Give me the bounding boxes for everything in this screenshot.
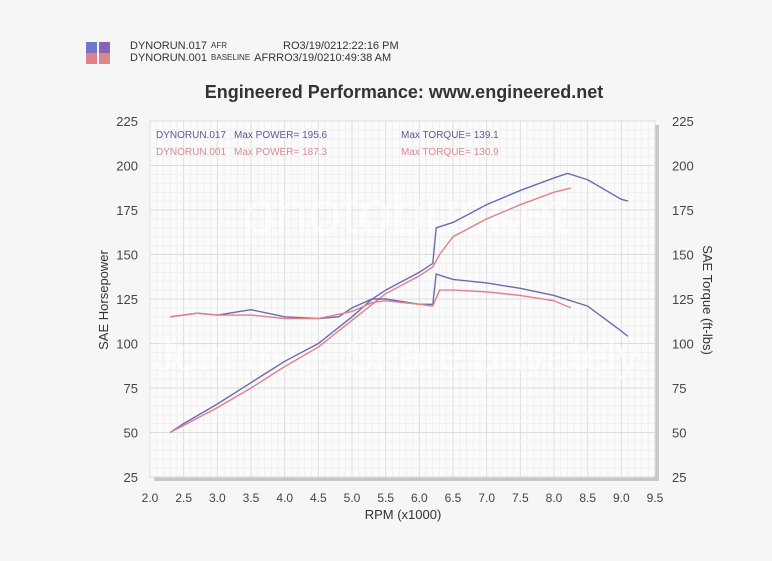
annotation-run: DYNORUN.017 bbox=[156, 130, 226, 141]
annotation-max-power: Max POWER= 195.6 bbox=[234, 130, 328, 141]
x-tick-label: 3.5 bbox=[243, 491, 260, 505]
y-tick-label-left: 200 bbox=[116, 159, 138, 174]
run-row-001: DYNORUN.001 BASELINE AFRRO 3/19/02 10:49:3… bbox=[130, 52, 399, 64]
run-time: 10:49:38 AM bbox=[329, 52, 392, 64]
run-swatch-001 bbox=[99, 42, 110, 64]
x-axis-label: RPM (x1000) bbox=[365, 507, 442, 522]
y-tick-label-right: 150 bbox=[672, 248, 694, 263]
x-tick-label: 5.0 bbox=[344, 491, 361, 505]
y-tick-label-left: 75 bbox=[124, 381, 138, 396]
y-axis-label-left: SAE Horsepower bbox=[96, 249, 111, 349]
x-tick-label: 4.0 bbox=[276, 491, 293, 505]
run-name: DYNORUN.017 bbox=[130, 40, 208, 52]
chart-title: Engineered Performance: www.engineered.n… bbox=[204, 82, 604, 102]
x-tick-label: 2.0 bbox=[142, 491, 159, 505]
x-tick-label: 4.5 bbox=[310, 491, 327, 505]
run-name: DYNORUN.001 bbox=[130, 52, 208, 64]
y-tick-label-right: 200 bbox=[672, 159, 694, 174]
y-tick-label-right: 75 bbox=[672, 381, 686, 396]
x-tick-label: 6.5 bbox=[445, 491, 462, 505]
run-note: RO bbox=[283, 40, 300, 52]
series-line-1 bbox=[169, 187, 571, 434]
watermark-logo: photobucket bbox=[242, 179, 569, 246]
run-tag: AFR bbox=[211, 41, 228, 50]
run-date: 3/19/02 bbox=[292, 52, 330, 64]
x-tick-label: 7.0 bbox=[478, 491, 495, 505]
x-tick-label: 8.0 bbox=[546, 491, 563, 505]
y-tick-label-right: 25 bbox=[672, 470, 686, 485]
run-tag: BASELINE bbox=[211, 53, 251, 62]
y-tick-label-right: 125 bbox=[672, 292, 694, 307]
x-tick-label: 6.0 bbox=[411, 491, 428, 505]
y-tick-label-left: 175 bbox=[116, 203, 138, 218]
run-legend: DYNORUN.017 AFR RO 3/19/02 12:22:16 PM DYN… bbox=[130, 40, 399, 64]
y-tick-label-left: 100 bbox=[116, 337, 138, 352]
y-tick-label-left: 150 bbox=[116, 248, 138, 263]
annotation-max-torque: Max TORQUE= 139.1 bbox=[401, 130, 499, 141]
y-tick-label-left: 125 bbox=[116, 292, 138, 307]
series-line-3 bbox=[170, 289, 572, 320]
y-tick-label-right: 225 bbox=[672, 114, 694, 129]
y-tick-label-left: 25 bbox=[124, 470, 138, 485]
x-tick-label: 3.0 bbox=[209, 491, 226, 505]
y-tick-label-right: 50 bbox=[672, 426, 686, 441]
x-tick-label: 9.0 bbox=[613, 491, 630, 505]
watermark-text: Join free. Share privately. bbox=[152, 331, 648, 380]
run-note: AFRRO bbox=[254, 52, 293, 64]
series-line-0 bbox=[169, 172, 629, 434]
x-tick-label: 8.5 bbox=[579, 491, 596, 505]
y-tick-label-left: 225 bbox=[116, 114, 138, 129]
y-tick-label-right: 100 bbox=[672, 337, 694, 352]
y-axis-label-right: SAE Torque (ft-lbs) bbox=[700, 245, 715, 355]
annotation-max-torque: Max TORQUE= 130.9 bbox=[401, 147, 499, 158]
y-tick-label-left: 50 bbox=[124, 426, 138, 441]
run-date: 3/19/02 bbox=[299, 40, 337, 52]
annotation-run: DYNORUN.001 bbox=[156, 147, 226, 158]
annotation-max-power: Max POWER= 187.3 bbox=[234, 147, 328, 158]
y-tick-label-right: 175 bbox=[672, 203, 694, 218]
run-swatch-017 bbox=[86, 42, 97, 64]
x-tick-label: 7.5 bbox=[512, 491, 529, 505]
x-tick-label: 5.5 bbox=[377, 491, 394, 505]
run-row-017: DYNORUN.017 AFR RO 3/19/02 12:22:16 PM bbox=[130, 40, 399, 52]
series-line-2 bbox=[170, 273, 629, 337]
x-tick-label: 9.5 bbox=[647, 491, 664, 505]
run-time: 12:22:16 PM bbox=[336, 40, 399, 52]
x-tick-label: 2.5 bbox=[175, 491, 192, 505]
